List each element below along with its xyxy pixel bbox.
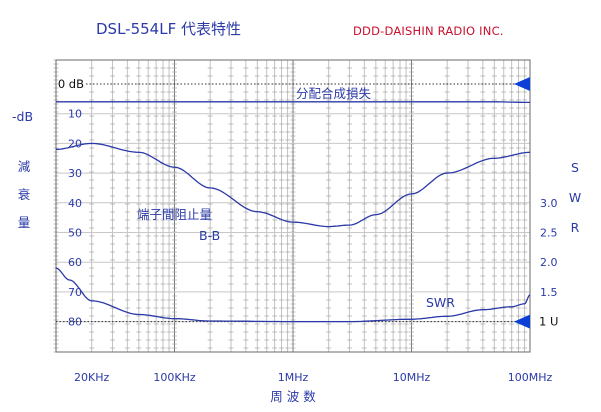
right-axis-label-char: W xyxy=(569,190,581,205)
series-label-isolation-sub: B-B xyxy=(199,228,220,243)
left-tick-label: 40 xyxy=(68,197,82,210)
series-line-0 xyxy=(56,101,530,104)
left-axis-label-char: 減 xyxy=(18,159,31,174)
left-axis-label: 減衰量 xyxy=(18,159,31,230)
right-tick-label: 2.5 xyxy=(540,227,558,240)
left-axis-label-char: 量 xyxy=(18,215,31,230)
left-tick-label: 30 xyxy=(68,167,82,180)
right-tick-label: 1.5 xyxy=(540,286,558,299)
reference-triangle xyxy=(514,77,530,91)
right-axis-ticks: 3.0 2.5 2.0 1.5 1 U xyxy=(539,197,558,329)
reference-markers xyxy=(56,77,530,329)
left-tick-label: 60 xyxy=(68,256,82,269)
plot-frame xyxy=(55,59,531,353)
series-line-2 xyxy=(55,267,531,323)
right-axis-label-char: S xyxy=(571,160,579,175)
x-tick-label: 1MHz xyxy=(278,371,309,384)
x-tick-label: 20KHz xyxy=(74,371,109,384)
left-axis-unit: -dB xyxy=(12,109,33,124)
left-axis-label-char: 衰 xyxy=(18,187,31,202)
right-tick-label: 1 U xyxy=(539,315,558,329)
right-tick-label: 3.0 xyxy=(540,197,558,210)
series-lines xyxy=(55,101,531,323)
right-axis-label: SWR xyxy=(569,160,581,235)
reference-triangle xyxy=(514,314,530,329)
series-label-insertion-loss: 分配合成損失 xyxy=(296,86,372,101)
x-tick-label: 10MHz xyxy=(393,371,431,384)
right-axis-label-char: R xyxy=(571,220,580,235)
left-tick-label: 70 xyxy=(68,286,82,299)
left-tick-label: 20 xyxy=(68,137,82,150)
plot-grid xyxy=(53,59,530,353)
x-axis-ticks: 20KHz 100KHz 1MHz 10MHz 100MHz xyxy=(74,371,552,384)
left-tick-label: 50 xyxy=(68,227,82,240)
series-label-swr: SWR xyxy=(426,295,455,310)
x-tick-label: 100MHz xyxy=(508,371,553,384)
series-line-1 xyxy=(56,142,531,228)
manufacturer-name: DDD-DAISHIN RADIO INC. xyxy=(353,24,504,38)
x-tick-label: 100KHz xyxy=(153,371,195,384)
x-axis-label: 周 波 数 xyxy=(270,389,316,404)
right-tick-label: 2.0 xyxy=(540,256,558,269)
chart-title: DSL-554LF 代表特性 xyxy=(96,20,241,38)
left-tick-label: 10 xyxy=(68,108,82,121)
left-tick-label: 0 dB xyxy=(58,77,84,91)
series-label-isolation: 端子間阻止量 xyxy=(137,207,212,222)
